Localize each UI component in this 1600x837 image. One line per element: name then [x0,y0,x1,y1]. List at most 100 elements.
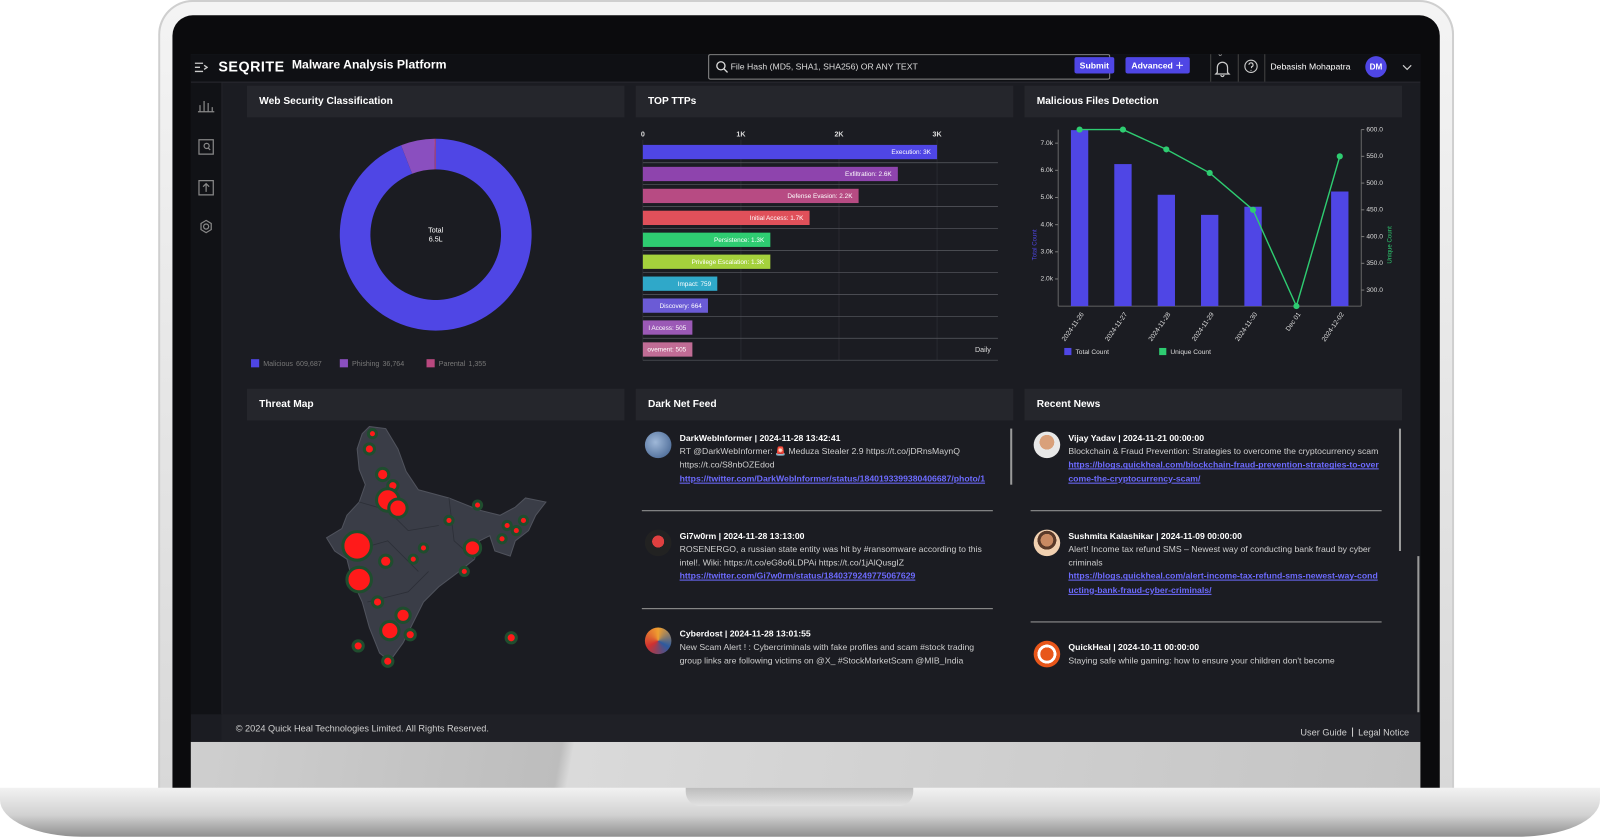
y-tick-label: 3.0k [1041,249,1054,256]
feed-item: Sushmita Kalashikar | 2024-11-09 00:00:0… [1030,529,1382,623]
x-tick-label: 3K [933,131,943,139]
panel-title: Dark Net Feed [647,398,717,411]
x-tick-label: 2024-12-02 [1321,311,1346,343]
bar [1244,206,1262,307]
screen: SEQRITE Malware Analysis Platform File H… [190,54,1421,742]
bar-label: Defense Evasion: 2.2K [787,193,853,200]
legend-name: Malicious [263,360,293,368]
bar-label: ovement: 505 [647,347,686,354]
panel-header: Malicious Files Detection [1024,85,1403,118]
y-tick-label: 2.0k [1041,276,1054,283]
panel-title: Recent News [1036,398,1101,411]
bar-label: Execution: 3K [891,149,931,156]
panel-header: Web Security Classification [246,85,625,118]
avatar [1033,640,1061,668]
bar [642,342,693,357]
x-tick-label: 2024-11-26 [1061,311,1086,343]
y-tick-label: 6.0k [1041,167,1054,174]
avatar [1033,431,1061,459]
point [1293,303,1300,310]
point [1163,146,1170,153]
threat-markers [341,428,530,668]
panel-header: Dark Net Feed [635,388,1014,421]
item-text: Staying safe while gaming: how to ensure… [1068,655,1335,666]
legend-swatch [1159,347,1167,356]
legend-swatch [251,359,260,368]
notification-count: 6 [1218,54,1222,59]
avatar [644,529,672,556]
user-avatar[interactable]: DM [1365,56,1387,78]
legend-label: Total Count [1076,349,1110,356]
bar [642,320,693,335]
advanced-label: Advanced [1131,60,1173,71]
panel-title: Malicious Files Detection [1036,95,1159,108]
item-link[interactable]: https://blogs.quickheal.com/blockchain-f… [1068,459,1379,484]
item-text: Alert! Income tax refund SMS – Newest wa… [1068,543,1371,568]
stats-icon[interactable] [197,101,215,113]
bell-icon[interactable] [1214,59,1231,78]
bar [642,166,898,182]
legend-label: Unique Count [1170,349,1211,356]
footer: © 2024 Quick Heal Technologies Limited. … [221,714,1421,742]
settings-icon[interactable] [200,219,212,234]
submit-button[interactable]: Submit [1074,57,1115,74]
bar-label: Discovery: 664 [659,303,702,310]
bar [1114,164,1132,307]
feed-item: Vijay Yadav | 2024-11-21 00:00:00 Blockch… [1030,431,1382,512]
x-tick-label: 2024-11-28 [1148,311,1173,343]
bar [1070,130,1089,307]
feed-item: DarkWebInformer | 2024-11-28 13:42:41 RT … [641,431,993,512]
period-label: Daily [975,346,991,354]
bar-label: Initial Access: 1.7K [750,215,804,222]
item-header: Gi7w0rm | 2024-11-28 13:13:00 [679,530,805,541]
feed-item: Gi7w0rm | 2024-11-28 13:13:00 ROSENERGO, … [641,529,993,609]
item-link[interactable]: https://twitter.com/Gi7w0rm/status/18403… [679,570,916,582]
help-icon[interactable] [1243,58,1259,74]
x-tick-label: 2024-11-29 [1191,311,1216,343]
feed-item: QuickHeal | 2024-10-11 00:00:00 Staying s… [1031,640,1382,692]
x-tick-label: 2024-11-27 [1104,311,1129,343]
legend-swatch [1064,347,1072,356]
bar [642,254,771,269]
y2-tick-label: 600.0 [1366,126,1383,133]
platform-title: Malware Analysis Platform [291,57,447,72]
point [1249,206,1257,213]
avatar [644,627,672,654]
item-link[interactable]: https://blogs.quickheal.com/alert-income… [1068,570,1378,595]
donut-slice [339,138,532,331]
point [1076,126,1083,133]
panel-header: TOP TTPs [635,85,1014,118]
panel-header: Threat Map [246,388,625,421]
bar [642,188,859,204]
point [1336,153,1343,160]
menu-icon[interactable] [194,60,209,74]
advanced-button[interactable]: Advanced ＋ [1125,57,1190,74]
panel-title: TOP TTPs [647,95,697,108]
chevron[interactable] [1402,63,1412,71]
scan-icon[interactable] [198,139,214,155]
user-guide-link[interactable]: User Guide [1300,727,1347,738]
bar [1201,214,1219,307]
footer-links: User Guide Legal Notice [1300,727,1410,738]
upload-icon[interactable] [198,179,214,196]
copyright: © 2024 Quick Heal Technologies Limited. … [235,723,489,734]
donut-slice [401,138,435,174]
bar [642,276,718,291]
search-placeholder: File Hash (MD5, SHA1, SHA256) OR ANY TEX… [730,61,918,72]
bar [642,232,771,247]
point [1206,169,1213,176]
sidebar [190,82,223,715]
legal-notice-link[interactable]: Legal Notice [1358,727,1410,738]
bar [642,210,810,225]
x-tick-label: Dec 01 [1285,311,1303,332]
y-tick-label: 7.0k [1041,140,1054,147]
bar [1157,194,1175,307]
user-name[interactable]: Debasish Mohapatra [1270,61,1351,72]
feed-item: Cyberdost | 2024-11-28 13:01:55 New Scam … [642,627,993,692]
item-header: Sushmita Kalashikar | 2024-11-09 00:00:0… [1068,530,1242,541]
search-box[interactable]: File Hash (MD5, SHA1, SHA256) OR ANY TEX… [708,54,1111,80]
item-link[interactable]: https://twitter.com/DarkWebInformer/stat… [679,473,986,484]
item-text: ROSENERGO, a russian state entity was hi… [679,543,982,568]
y2-tick-label: 400.0 [1366,233,1383,240]
